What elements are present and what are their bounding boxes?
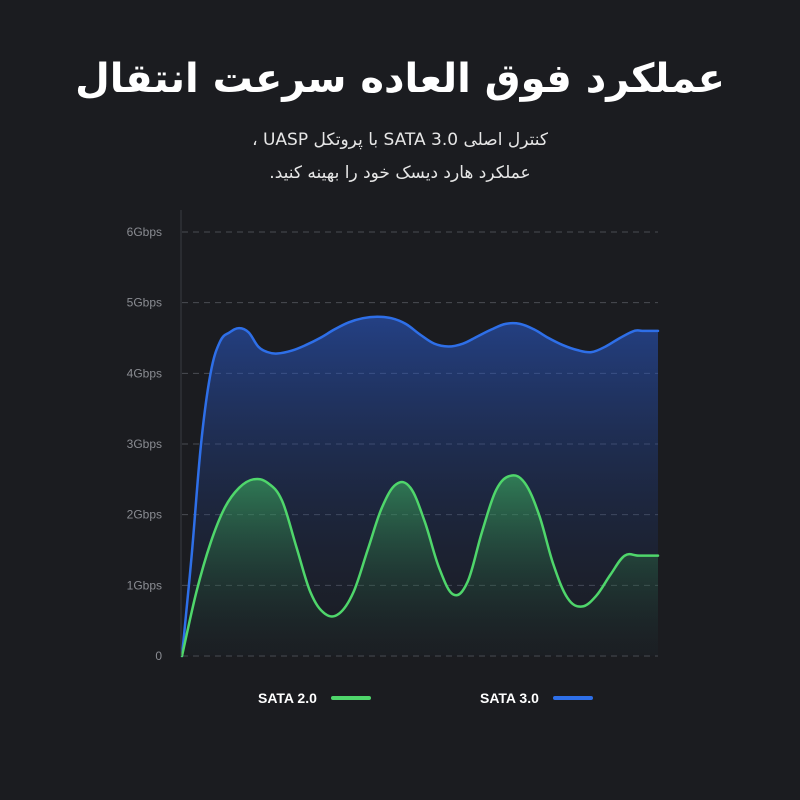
y-tick-label: 3Gbps [127, 437, 162, 451]
y-tick-label: 0 [155, 649, 162, 663]
y-tick-label: 6Gbps [127, 225, 162, 239]
subtitle-line-2: عملکرد هارد دیسک خود را بهینه کنید. [269, 163, 531, 183]
y-tick-label: 5Gbps [127, 296, 162, 310]
y-tick-layer: 0 1Gbps 2Gbps 3Gbps 4Gbps 5Gbps 6Gbps [127, 225, 163, 663]
legend-swatch-sata2 [330, 696, 371, 700]
y-tick-label: 4Gbps [127, 366, 162, 380]
legend-label-sata2: SATA 2.0 [258, 690, 317, 706]
legend-item-sata2: SATA 2.0 [258, 686, 371, 710]
legend-item-sata3: SATA 3.0 [480, 686, 593, 710]
series-line-sata2 [180, 474, 660, 658]
series-layer [180, 315, 660, 658]
legend-label-sata3: SATA 3.0 [480, 690, 539, 706]
subtitle-line-1: کنترل اصلی SATA 3.0 با پروتکل UASP ، [252, 130, 548, 150]
series-line-sata3 [180, 315, 660, 658]
area-fill-sata2 [182, 475, 658, 656]
y-tick-label: 1Gbps [127, 578, 162, 592]
legend-swatch-sata3 [552, 696, 593, 700]
page-title: عملکرد فوق العاده سرعت انتقال [75, 56, 725, 102]
y-tick-label: 2Gbps [127, 508, 162, 522]
